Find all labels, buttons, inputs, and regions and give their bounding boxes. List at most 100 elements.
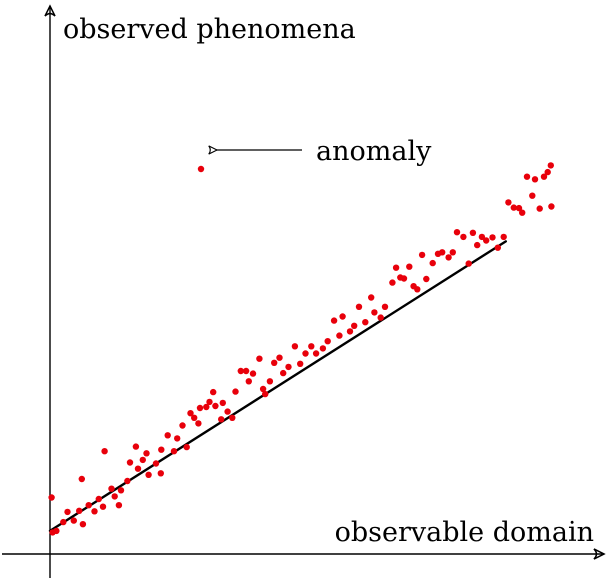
data-point (91, 508, 98, 515)
data-point (377, 314, 384, 321)
data-point (423, 275, 430, 283)
data-point (494, 244, 501, 251)
data-point (510, 204, 517, 211)
data-point (111, 493, 118, 500)
data-point (474, 241, 481, 249)
data-point (124, 477, 131, 485)
data-point (219, 399, 226, 407)
data-point (174, 435, 181, 442)
data-point (134, 465, 142, 472)
data-point (170, 448, 178, 455)
data-point (126, 459, 134, 466)
data-point (145, 471, 152, 478)
data-point (460, 233, 467, 241)
data-point (523, 173, 531, 180)
data-point (362, 319, 369, 326)
data-point (346, 328, 354, 335)
data-point (355, 303, 363, 310)
data-point (191, 414, 198, 421)
data-point (406, 263, 413, 270)
data-point (101, 448, 108, 455)
data-point (302, 350, 309, 357)
anomaly-point (197, 165, 205, 173)
data-point (206, 398, 213, 406)
data-point (478, 233, 486, 241)
data-point (449, 249, 456, 256)
data-point (297, 360, 304, 367)
data-point (218, 416, 225, 423)
data-point (483, 237, 490, 244)
data-point (143, 450, 150, 457)
data-point (158, 446, 165, 453)
data-point (547, 162, 554, 169)
data-point (196, 404, 204, 412)
data-point (266, 378, 274, 385)
data-point (117, 487, 125, 494)
data-point (330, 317, 338, 324)
data-point (232, 388, 239, 395)
data-point (139, 456, 146, 464)
data-point (79, 521, 87, 528)
data-point (203, 403, 210, 411)
data-point (262, 390, 269, 398)
data-point (540, 173, 548, 180)
data-point (285, 363, 292, 371)
data-point (132, 443, 140, 450)
data-point (465, 260, 472, 267)
data-point (245, 378, 252, 385)
anomaly-label: anomaly (316, 136, 432, 167)
data-point (515, 204, 523, 212)
data-point (210, 388, 217, 396)
data-point (157, 470, 164, 477)
data-point (249, 370, 257, 377)
data-point (351, 322, 358, 329)
data-point (115, 502, 123, 509)
data-point (187, 410, 194, 417)
data-point (183, 443, 190, 451)
data-point (152, 460, 160, 467)
data-point (108, 485, 115, 492)
data-point (368, 294, 375, 301)
data-point (48, 494, 55, 501)
data-point (439, 249, 446, 256)
trend-line (48, 240, 507, 533)
data-point (229, 414, 236, 421)
data-point (453, 229, 461, 236)
data-point (414, 286, 421, 293)
x-axis-label: observable domain (335, 517, 594, 548)
data-point (418, 251, 426, 259)
data-point (544, 168, 551, 176)
data-point (276, 354, 283, 361)
data-point (548, 203, 555, 210)
data-point (76, 507, 83, 514)
data-point (469, 229, 477, 236)
data-point (259, 385, 267, 393)
data-point (179, 422, 186, 429)
data-point (319, 345, 327, 352)
data-point (70, 517, 78, 524)
data-point (381, 303, 389, 310)
data-point (531, 176, 539, 183)
data-point (336, 332, 343, 339)
data-point (212, 402, 219, 410)
data-point (237, 367, 244, 375)
data-point (505, 199, 512, 206)
data-point (271, 359, 278, 366)
data-point (445, 254, 452, 261)
data-point (99, 503, 107, 510)
data-point (224, 408, 231, 415)
data-point (400, 275, 408, 282)
data-point (529, 192, 536, 199)
data-point (519, 209, 526, 216)
data-point (429, 259, 436, 267)
data-point (500, 233, 507, 241)
data-point (164, 432, 171, 439)
data-point (195, 420, 202, 427)
data-point (280, 369, 287, 377)
data-point (64, 508, 71, 516)
data-point (371, 309, 378, 316)
data-point (95, 495, 103, 503)
data-point (389, 279, 396, 286)
data-point (53, 527, 60, 535)
